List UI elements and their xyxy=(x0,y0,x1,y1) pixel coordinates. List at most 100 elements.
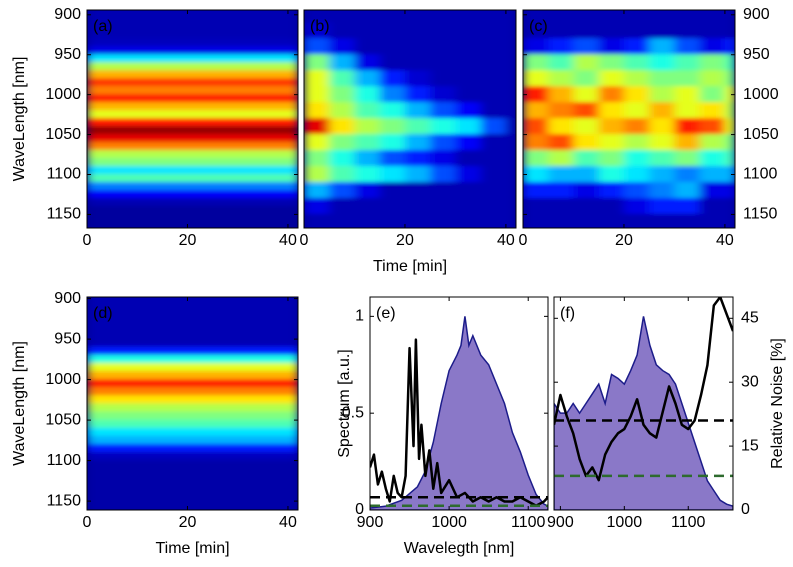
heatmap-cell xyxy=(329,86,355,104)
x-tick-label: 0 xyxy=(519,232,528,249)
heatmap-cell xyxy=(430,54,456,72)
plot-area xyxy=(87,10,298,228)
heatmap-cell xyxy=(480,181,507,199)
panel-label: (f) xyxy=(560,305,575,322)
heatmap-cell xyxy=(455,70,482,88)
y-tick-label: 950 xyxy=(54,46,81,63)
heatmap-cell xyxy=(329,197,355,215)
y-tick-label: 0 xyxy=(355,501,364,518)
heatmap-cell xyxy=(724,150,735,168)
x-tick-label: 0 xyxy=(83,514,92,531)
heatmap-cell xyxy=(505,86,516,104)
heatmap-cell xyxy=(354,54,381,72)
heatmap-cell xyxy=(649,22,675,40)
heatmap-cell xyxy=(724,197,735,215)
heatmap-cell xyxy=(598,166,625,183)
heatmap-cell xyxy=(699,213,726,228)
heatmap-cell xyxy=(430,10,456,24)
y-tick-label: 0.5 xyxy=(342,404,364,421)
heatmap-cell xyxy=(379,181,406,199)
heatmap-cell xyxy=(354,166,381,183)
heatmap-cell xyxy=(87,468,298,478)
spectrum-area xyxy=(554,316,733,510)
heatmap-cell xyxy=(548,10,574,24)
heatmap-cell xyxy=(87,70,298,80)
heatmap-cell xyxy=(480,86,507,104)
heatmap-cell xyxy=(548,54,574,72)
heatmap-cell xyxy=(480,38,507,56)
frame xyxy=(369,296,549,511)
x-tick-label: 900 xyxy=(357,514,384,531)
y-tick-label: 900 xyxy=(54,6,81,23)
panel-label: (e) xyxy=(376,305,396,322)
heatmap-cell xyxy=(455,197,482,215)
heatmap-cell xyxy=(623,22,650,40)
heatmap-cell xyxy=(548,166,574,183)
heatmap-cell xyxy=(87,371,298,381)
heatmap-cell xyxy=(674,213,701,228)
heatmap-cell xyxy=(455,10,482,24)
heatmap-cell xyxy=(430,134,456,152)
heatmap-cell xyxy=(623,166,650,183)
heatmap-cell xyxy=(699,166,726,183)
heatmap-cell xyxy=(674,54,701,72)
heatmap-cell xyxy=(523,10,549,24)
heatmap-cell xyxy=(354,102,381,120)
heatmap-cell xyxy=(404,166,431,183)
heatmap-cell xyxy=(379,10,406,24)
heatmap-cell xyxy=(304,181,330,199)
heatmap-cell xyxy=(674,10,701,24)
heatmap-cell xyxy=(430,118,456,136)
heatmap-cell xyxy=(87,314,298,324)
y-tick-label: 30 xyxy=(741,373,759,390)
heatmap-cell xyxy=(573,22,600,40)
heatmap-cell xyxy=(573,38,600,56)
heatmap-cell xyxy=(699,197,726,215)
frame xyxy=(303,9,517,229)
heatmap-cell xyxy=(598,213,625,228)
heatmap-cell xyxy=(379,134,406,152)
heatmap-cell xyxy=(649,54,675,72)
heatmap-cell xyxy=(674,22,701,40)
heatmap-cell xyxy=(87,322,298,332)
heatmap-cell xyxy=(87,142,298,152)
heatmap-cell xyxy=(304,38,330,56)
heatmap-cell xyxy=(573,181,600,199)
heatmap-cell xyxy=(523,181,549,199)
heatmap-cell xyxy=(480,118,507,136)
heatmap-cell xyxy=(724,181,735,199)
heatmap-cell xyxy=(430,86,456,104)
x-tick-label: 20 xyxy=(615,232,633,249)
heatmap-cell xyxy=(404,86,431,104)
heatmap-cell xyxy=(379,54,406,72)
heatmap-cell xyxy=(87,150,298,160)
heatmap-cell xyxy=(505,213,516,228)
heatmap-cell xyxy=(623,86,650,104)
heatmap-cell xyxy=(379,150,406,168)
heatmap-cell xyxy=(87,484,298,494)
y-tick-label: 1050 xyxy=(45,411,81,428)
heatmap-cell xyxy=(699,22,726,40)
y-tick-label: 1000 xyxy=(45,86,81,103)
heatmap-cell xyxy=(649,150,675,168)
heatmap-cell xyxy=(404,54,431,72)
heatmap-cell xyxy=(455,54,482,72)
heatmap-cell xyxy=(674,118,701,136)
heatmap-cell xyxy=(455,166,482,183)
heatmap-cell xyxy=(523,38,549,56)
heatmap-cell xyxy=(724,70,735,88)
heatmap-cell xyxy=(505,197,516,215)
heatmap-cell xyxy=(329,118,355,136)
heatmap-cell xyxy=(87,411,298,421)
heatmap-cell xyxy=(87,38,298,48)
heatmap-cell xyxy=(674,134,701,152)
heatmap-cell xyxy=(87,134,298,144)
heatmap-cell xyxy=(87,346,298,356)
heatmap-cell xyxy=(598,22,625,40)
heatmap-cell xyxy=(598,118,625,136)
heatmap-cell xyxy=(724,10,735,24)
heatmap-cell xyxy=(404,118,431,136)
heatmap-cell xyxy=(548,118,574,136)
heatmap-cell xyxy=(523,70,549,88)
heatmap-cell xyxy=(674,86,701,104)
